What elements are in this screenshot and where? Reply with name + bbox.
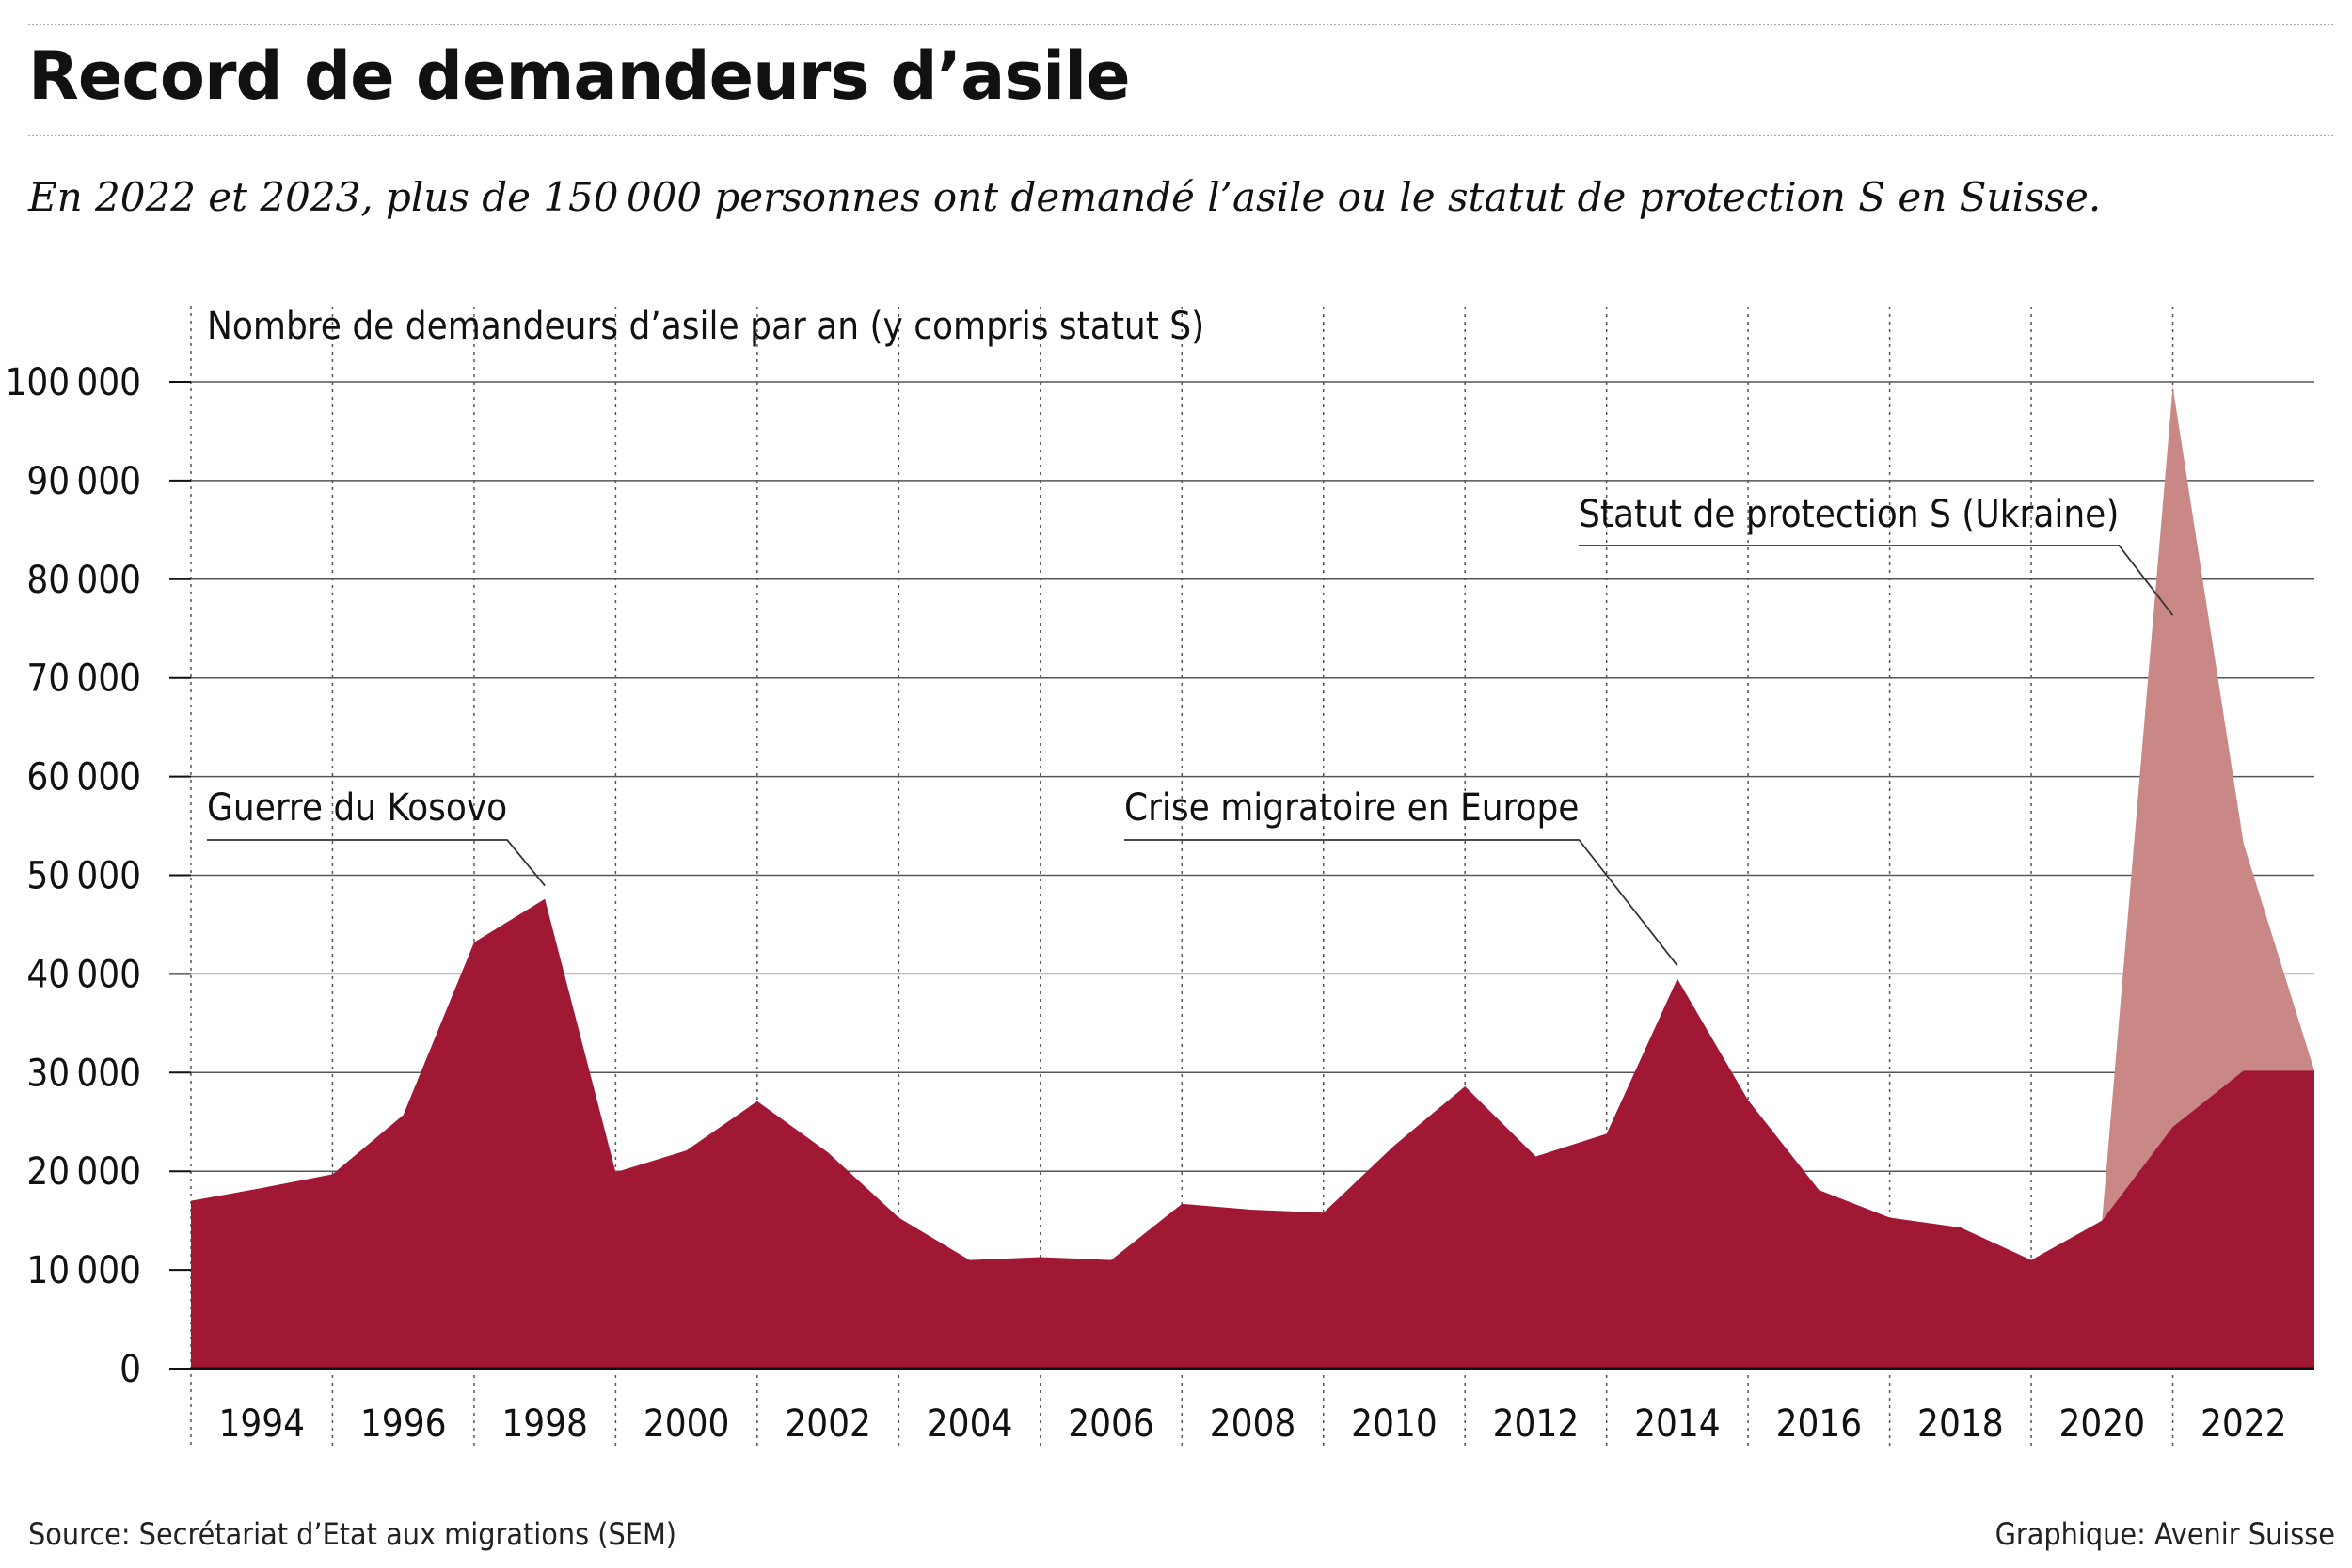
y-tick-label: 60 000 (26, 756, 141, 800)
credit-note: Graphique: Avenir Suisse (1994, 1516, 2335, 1552)
y-tick-label: 20 000 (26, 1150, 141, 1194)
grid-layer (169, 306, 2314, 1449)
chart-title: Record de demandeurs d’asile (28, 38, 1131, 115)
y-tick-label: 30 000 (26, 1052, 141, 1095)
x-tick-label: 2000 (644, 1402, 730, 1446)
annotation-leader (1579, 545, 2174, 616)
x-tick-label: 1994 (218, 1402, 305, 1446)
x-tick-label: 2012 (1493, 1402, 1580, 1446)
y-tick-label: 0 (119, 1348, 141, 1391)
top-rule (28, 24, 2333, 25)
y-tick-label: 40 000 (26, 953, 141, 996)
annotation-leader (1124, 839, 1678, 967)
chart-subtitle: En 2022 et 2023, plus de 150 000 personn… (28, 174, 2102, 220)
x-tick-label: 2006 (1068, 1402, 1154, 1446)
x-tick-label: 2002 (785, 1402, 871, 1446)
y-tick-label: 90 000 (26, 460, 141, 503)
x-tick-label: 2020 (2059, 1402, 2146, 1446)
area-asylum (191, 898, 2314, 1369)
annotation-label: Crise migratoire en Europe (1124, 786, 1579, 830)
x-tick-label: 2004 (927, 1402, 1013, 1446)
x-tick-label: 2018 (1917, 1402, 2004, 1446)
annotation-label: Guerre du Kosovo (207, 786, 507, 830)
y-tick-label: 80 000 (26, 559, 141, 602)
annotation-leader (207, 839, 546, 887)
x-tick-label: 1998 (501, 1402, 588, 1446)
axis-layer: 0 10 000 20 000 30 000 40 000 50 000 60 000 70 … (5, 305, 2314, 1446)
x-tick-label: 2008 (1210, 1402, 1296, 1446)
y-axis-label: Nombre de demandeurs d’asile par an (y c… (207, 305, 1204, 348)
x-tick-label: 1996 (360, 1402, 447, 1446)
area-layer (191, 387, 2314, 1369)
annotation-label: Statut de protection S (Ukraine) (1579, 493, 2119, 536)
x-tick-label: 2010 (1351, 1402, 1438, 1446)
annotation-layer: Guerre du Kosovo Crise migratoire en Euro… (207, 493, 2174, 967)
x-tick-label: 2016 (1776, 1402, 1863, 1446)
y-tick-label: 100 000 (5, 361, 141, 404)
y-tick-label: 50 000 (26, 855, 141, 898)
title-rule (28, 135, 2333, 136)
y-tick-label: 70 000 (26, 657, 141, 701)
area-status-s (2102, 387, 2314, 1221)
x-tick-label: 2022 (2201, 1402, 2287, 1446)
x-tick-label: 2014 (1634, 1402, 1721, 1446)
y-tick-label: 10 000 (26, 1249, 141, 1292)
source-note: Source: Secrétariat d’Etat aux migration… (28, 1516, 677, 1552)
